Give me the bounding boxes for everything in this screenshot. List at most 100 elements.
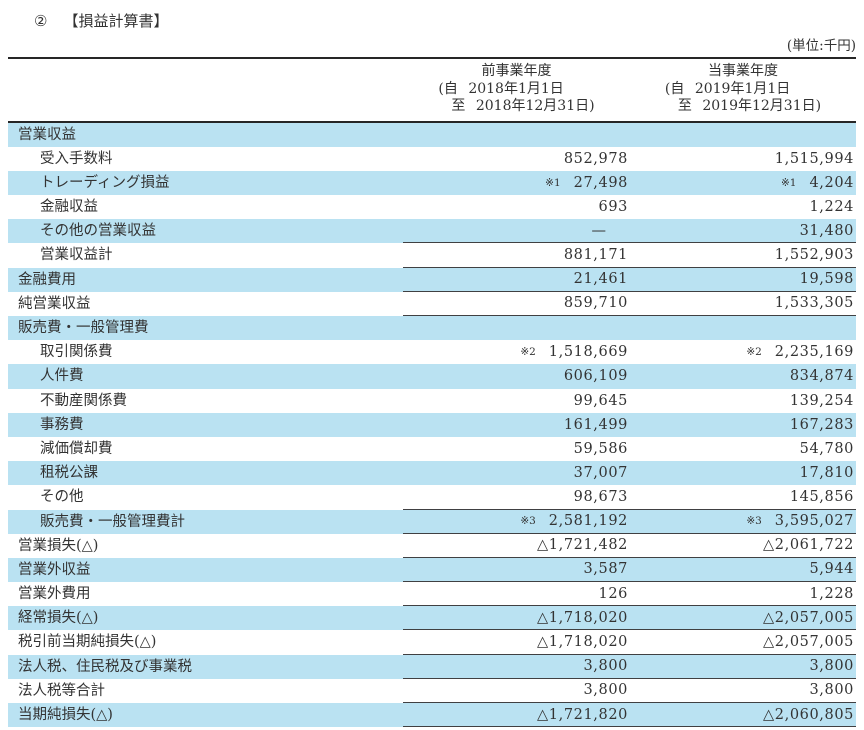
table-row: 法人税等合計 3,800 3,800	[8, 679, 856, 703]
prev-year-amount: △1,721,820	[537, 706, 628, 723]
curr-year-amount: 139,254	[789, 392, 854, 409]
row-label: 営業収益	[18, 126, 76, 143]
curr-year-amount: 19,598	[799, 271, 854, 288]
curr-year-amount: 1,515,994	[774, 150, 854, 167]
row-label: 営業外収益	[18, 561, 91, 578]
prev-year-value-cell: △1,721,482	[403, 534, 630, 557]
row-label: 販売費・一般管理費	[18, 320, 149, 336]
table-row: 受入手数料 852,978 1,515,994	[8, 147, 856, 171]
curr-year-amount: 3,800	[809, 682, 854, 699]
prev-year-value-cell: △1,718,020	[403, 630, 630, 653]
unit-note: (単位:千円)	[786, 38, 856, 54]
page-title: ② 【損益計算書】	[34, 10, 856, 32]
row-values: 126 1,228	[403, 582, 856, 607]
curr-year-value-cell: 19,598	[630, 268, 856, 291]
prev-year-amount: 2,581,192	[548, 513, 628, 529]
row-values: △1,721,820 △2,060,805	[403, 703, 856, 728]
row-values: 3,587 5,944	[403, 558, 856, 583]
row-values: 3,800 3,800	[403, 679, 856, 703]
curr-year-value-cell: 3,800	[630, 655, 856, 678]
prev-year-value-cell: 126	[403, 582, 630, 605]
curr-year-amount: 3,595,027	[774, 513, 854, 529]
prev-year-value-cell	[403, 316, 630, 340]
curr-year-value-cell: 1,552,903	[630, 243, 856, 266]
prev-year-amount: 3,800	[583, 658, 628, 675]
prev-year-amount: 881,171	[563, 246, 628, 263]
row-label: 営業外費用	[18, 586, 91, 603]
table-body: 営業収益 受入手数料 852,978 1,515,994 トレーディング損益	[8, 122, 856, 728]
prev-year-amount: 859,710	[563, 295, 628, 312]
prev-year-amount: 852,978	[563, 150, 628, 167]
row-label: 法人税等合計	[18, 682, 105, 699]
footnote-marker: ※2	[520, 346, 536, 359]
row-values: 859,710 1,533,305	[403, 292, 856, 316]
income-statement-table: 前事業年度 (自 2018年1月1日 至 2018年12月31日) 当事業年度 …	[8, 57, 856, 728]
prev-year-value-cell: ※3 2,581,192	[403, 510, 630, 533]
prev-year-value-cell: 859,710	[403, 292, 630, 315]
row-values: 21,461 19,598	[403, 268, 856, 292]
table-row: トレーディング損益 ※1 27,498 ※1 4,204	[8, 170, 856, 196]
row-values: 3,800 3,800	[403, 655, 856, 679]
footnote-marker: ※3	[520, 515, 536, 528]
prev-year-to: 至 2018年12月31日)	[451, 98, 595, 114]
prev-year-value-cell: 881,171	[403, 243, 630, 266]
prev-year-value-cell	[403, 123, 630, 147]
section-number: ②	[34, 12, 48, 30]
curr-year-amount: 5,944	[809, 561, 854, 578]
prev-year-amount: △1,721,482	[537, 537, 628, 554]
row-values: ※1 27,498 ※1 4,204	[403, 171, 856, 195]
curr-year-value-cell: 31,480	[630, 219, 856, 242]
curr-year-value-cell: 145,856	[630, 485, 856, 508]
row-values: — 31,480	[403, 219, 856, 244]
curr-year-dates: (自 2019年1月1日 至 2019年12月31日)	[665, 81, 821, 116]
header-label-spacer	[8, 63, 403, 116]
curr-year-amount: 2,235,169	[774, 344, 854, 361]
prev-year-value-cell: 852,978	[403, 147, 630, 171]
row-label: 金融費用	[18, 271, 76, 288]
footnote-marker: ※3	[746, 515, 762, 528]
curr-year-value-cell: 17,810	[630, 461, 856, 485]
prev-year-amount: 3,587	[583, 561, 628, 578]
table-row: 当期純損失(△) △1,721,820 △2,060,805	[8, 703, 856, 728]
column-header-curr-year: 当事業年度 (自 2019年1月1日 至 2019年12月31日)	[630, 63, 856, 116]
prev-year-amount: 1,518,669	[548, 344, 628, 361]
prev-year-amount: 161,499	[563, 416, 628, 433]
curr-year-value-cell: 1,228	[630, 582, 856, 605]
prev-year-value-cell: △1,718,020	[403, 606, 630, 629]
table-header: 前事業年度 (自 2018年1月1日 至 2018年12月31日) 当事業年度 …	[8, 59, 856, 123]
curr-year-amount: 54,780	[799, 440, 854, 457]
table-row: 販売費・一般管理費計 ※3 2,581,192 ※3 3,595,027	[8, 509, 856, 534]
row-values: 606,109 834,874	[403, 364, 856, 388]
curr-year-value-cell	[630, 316, 856, 340]
prev-year-amount: 3,800	[583, 682, 628, 699]
prev-year-value-cell: △1,721,820	[403, 703, 630, 726]
table-row: 人件費 606,109 834,874	[8, 364, 856, 389]
curr-year-amount: 1,552,903	[774, 246, 854, 263]
prev-year-name: 前事業年度	[481, 63, 552, 79]
row-values: 98,673 145,856	[403, 485, 856, 510]
table-row: 営業収益計 881,171 1,552,903	[8, 243, 856, 268]
row-label: 営業収益計	[40, 247, 113, 264]
prev-year-value-cell: 3,800	[403, 679, 630, 702]
row-values: △1,718,020 △2,057,005	[403, 630, 856, 655]
row-label: 税引前当期純損失(△)	[18, 634, 157, 651]
prev-year-amount: △1,718,020	[537, 609, 628, 626]
row-values	[403, 316, 856, 340]
curr-year-amount: 167,283	[789, 416, 854, 433]
table-row: その他 98,673 145,856	[8, 485, 856, 510]
curr-year-value-cell: 167,283	[630, 413, 856, 437]
curr-year-value-cell: △2,057,005	[630, 630, 856, 653]
row-values: △1,718,020 △2,057,005	[403, 606, 856, 631]
curr-year-amount: 31,480	[799, 222, 854, 239]
footnote-marker: ※2	[746, 346, 762, 359]
row-label: その他の営業収益	[40, 223, 156, 240]
prev-year-value-cell: 3,800	[403, 655, 630, 678]
row-label: 金融収益	[40, 199, 98, 216]
prev-year-value-cell: 99,645	[403, 389, 630, 413]
table-row: 事務費 161,499 167,283	[8, 412, 856, 437]
curr-year-amount: 4,204	[809, 174, 854, 191]
prev-year-from: (自 2018年1月1日	[438, 80, 564, 97]
curr-year-amount: 1,224	[809, 199, 854, 216]
table-row: 営業外収益 3,587 5,944	[8, 557, 856, 583]
curr-year-value-cell: 834,874	[630, 364, 856, 388]
